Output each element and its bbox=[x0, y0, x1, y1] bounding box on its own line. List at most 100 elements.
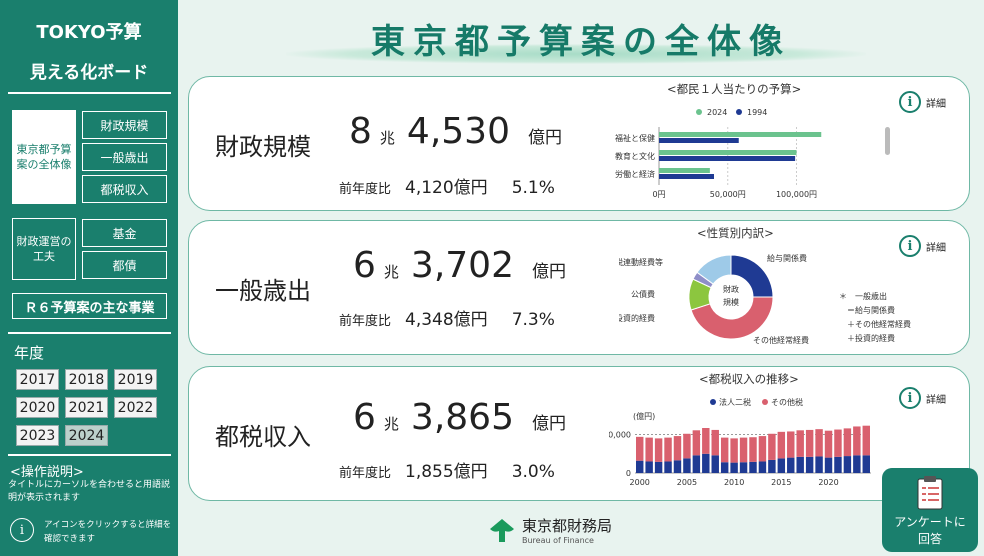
amount-cho: 6 bbox=[353, 245, 376, 286]
y-axis-label: (億円) bbox=[633, 411, 655, 421]
compare-value: 4,348億円 bbox=[405, 310, 488, 330]
year-button-2019[interactable]: 2019 bbox=[114, 369, 157, 390]
bar-houjin bbox=[777, 458, 786, 473]
year-button-2024[interactable]: 2024 bbox=[65, 425, 108, 446]
bar-houjin bbox=[796, 456, 804, 473]
nav-r6[interactable]: Ｒ６予算案の主な事業 bbox=[12, 293, 167, 319]
unit-oku: 億円 bbox=[531, 262, 566, 282]
bar-1994 bbox=[659, 174, 714, 179]
legend-houjin-dot bbox=[710, 399, 716, 405]
card-tozei: 都税収入 6 兆 3,865 億円 前年度比 1,855億円 3.0% <都税収… bbox=[188, 366, 970, 501]
bar-other bbox=[834, 429, 842, 457]
card-ippan: 一般歳出 6 兆 3,702 億円 前年度比 4,348億円 7.3% <性質別… bbox=[188, 220, 970, 355]
category-label: 労働と経済 bbox=[615, 169, 655, 179]
bar-houjin bbox=[702, 453, 710, 473]
compare-label: 前年度比 bbox=[339, 182, 392, 197]
bar-houjin bbox=[711, 455, 719, 473]
x-tick-label: 2010 bbox=[724, 478, 744, 487]
bar-1994 bbox=[659, 138, 739, 143]
nav-tozei[interactable]: 都税収入 bbox=[82, 175, 167, 203]
bar-houjin bbox=[862, 455, 870, 473]
bar-2024 bbox=[659, 132, 822, 137]
tokyo-ginkgo-icon bbox=[490, 519, 514, 542]
bar-houjin bbox=[834, 456, 842, 473]
bar-other bbox=[673, 436, 682, 461]
amount-cho: 6 bbox=[353, 397, 376, 438]
compare-label: 前年度比 bbox=[339, 314, 392, 329]
detail-button[interactable]: i 詳細 bbox=[899, 235, 946, 257]
bar-other bbox=[796, 430, 804, 457]
year-title: 年度 bbox=[14, 344, 45, 362]
slice-label: 投資的経費 bbox=[619, 313, 655, 323]
year-button-2023[interactable]: 2023 bbox=[16, 425, 59, 446]
bar-houjin bbox=[664, 461, 672, 473]
year-button-2017[interactable]: 2017 bbox=[16, 369, 59, 390]
detail-button[interactable]: i 詳細 bbox=[899, 91, 946, 113]
bar-other bbox=[720, 437, 729, 463]
nav-overall[interactable]: 東京都予算案の全体像 bbox=[12, 110, 76, 204]
org-name: 東京都財務局 bbox=[522, 517, 613, 535]
bar-houjin bbox=[673, 460, 682, 473]
year-button-2020[interactable]: 2020 bbox=[16, 397, 59, 418]
card-label[interactable]: 都税収入 bbox=[215, 423, 311, 451]
amount-cho: 8 bbox=[349, 111, 372, 152]
note-line: ＊ 一般歳出 bbox=[839, 291, 887, 301]
card-amount: 6 兆 3,702 億円 bbox=[353, 245, 566, 286]
bar-houjin bbox=[843, 456, 852, 473]
donut-center-1: 財政 bbox=[723, 284, 739, 294]
divider bbox=[8, 92, 171, 94]
footer-logo: 東京都財務局 Bureau of Finance bbox=[488, 515, 612, 545]
year-button-2018[interactable]: 2018 bbox=[65, 369, 108, 390]
bar-other bbox=[805, 429, 814, 457]
nav-kufu[interactable]: 財政運営の工夫 bbox=[12, 218, 76, 280]
legend-1994-dot bbox=[736, 109, 742, 115]
year-button-2022[interactable]: 2022 bbox=[114, 397, 157, 418]
year-button-2021[interactable]: 2021 bbox=[65, 397, 108, 418]
bar-other bbox=[777, 431, 786, 459]
nav-ippan[interactable]: 一般歳出 bbox=[82, 143, 167, 171]
card-compare: 前年度比 4,120億円 5.1% bbox=[339, 173, 555, 198]
divider bbox=[8, 332, 171, 334]
bar-other bbox=[730, 438, 738, 463]
survey-button[interactable]: アンケートに 回答 bbox=[882, 468, 978, 552]
detail-label: 詳細 bbox=[926, 98, 946, 110]
amount-oku: 3,865 bbox=[410, 397, 514, 438]
bar-houjin bbox=[636, 460, 644, 473]
bar-2024 bbox=[659, 168, 710, 173]
title-underline bbox=[286, 44, 866, 64]
slice-label: 税連動経費等 bbox=[619, 257, 663, 267]
card-label[interactable]: 財政規模 bbox=[215, 133, 311, 161]
bar-other bbox=[758, 436, 767, 462]
detail-button[interactable]: i 詳細 bbox=[899, 387, 946, 409]
bar-houjin bbox=[692, 455, 701, 473]
amount-oku: 3,702 bbox=[410, 245, 514, 286]
card-label[interactable]: 一般歳出 bbox=[215, 277, 311, 305]
unit-cho: 兆 bbox=[379, 129, 395, 147]
bar-houjin bbox=[730, 462, 738, 473]
category-label: 福祉と保健 bbox=[615, 133, 655, 143]
help-text: タイトルにカーソルを合わせると用語説明が表示されます bbox=[8, 480, 171, 503]
bar-other bbox=[749, 437, 757, 462]
bar-other bbox=[702, 428, 710, 454]
help-title: <操作説明> bbox=[10, 465, 84, 480]
bar-houjin bbox=[683, 458, 691, 473]
legend-2024-dot bbox=[696, 109, 702, 115]
help-icon-text: アイコンをクリックすると詳細を確認できます bbox=[44, 520, 172, 544]
chart-percapita: 2024 1994 0円 50,000円 100,000円 福祉と保健教育と文化労働と… bbox=[615, 108, 822, 199]
card-amount: 8 兆 4,530 億円 bbox=[349, 111, 562, 152]
nav-kikin[interactable]: 基金 bbox=[82, 219, 167, 247]
clipboard-icon bbox=[917, 476, 943, 510]
card-compare: 前年度比 1,855億円 3.0% bbox=[339, 457, 555, 482]
sidebar-subtitle: 見える化ボード bbox=[29, 63, 149, 83]
compare-label: 前年度比 bbox=[339, 466, 392, 481]
note-line: ＝給与関係費 bbox=[847, 305, 895, 315]
bar-other bbox=[768, 433, 776, 460]
nav-tosai[interactable]: 都債 bbox=[82, 251, 167, 279]
x-tick-label: 2015 bbox=[771, 478, 791, 487]
bar-houjin bbox=[824, 457, 833, 473]
chart-scrollbar[interactable] bbox=[885, 127, 890, 155]
nav-zaisei[interactable]: 財政規模 bbox=[82, 111, 167, 139]
x-tick-label: 2020 bbox=[818, 478, 838, 487]
slice-その他経常経費 bbox=[690, 296, 774, 340]
